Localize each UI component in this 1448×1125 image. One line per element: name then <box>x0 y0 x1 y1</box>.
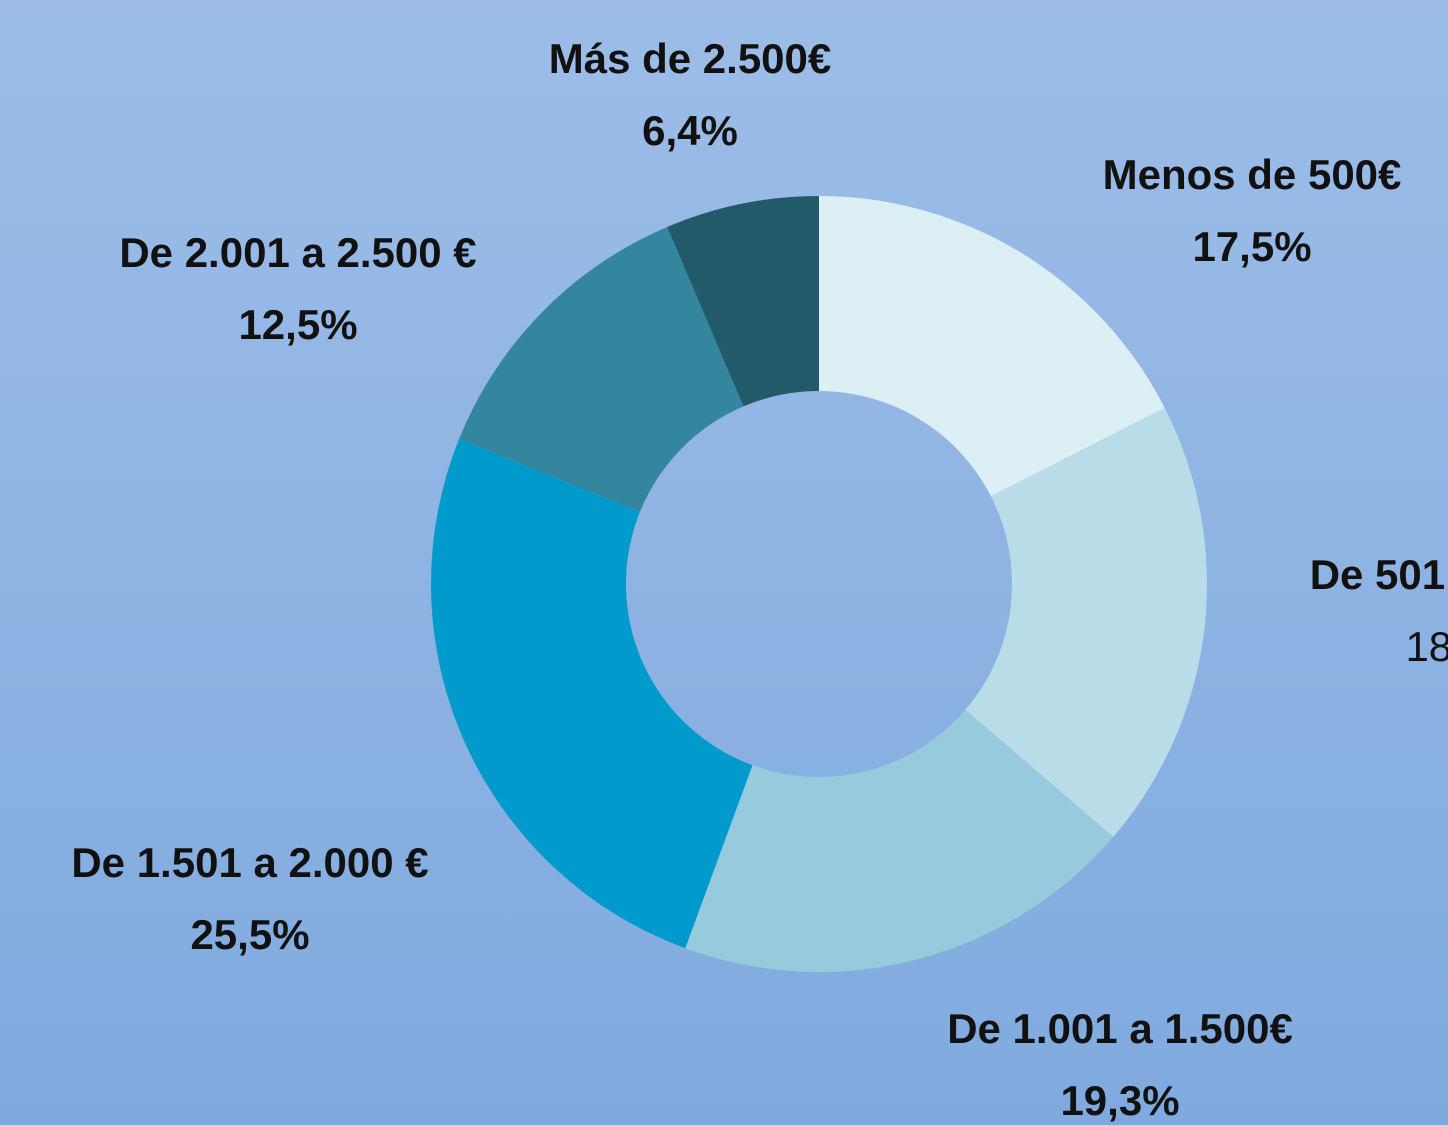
value-label: 18,8% <box>1405 623 1448 670</box>
donut-slice <box>667 196 819 407</box>
category-label: De 501 a 1.000€ <box>1310 551 1448 598</box>
donut-slice <box>685 709 1114 972</box>
donut-slice <box>819 196 1165 497</box>
category-label: Menos de 500€ <box>1103 151 1402 198</box>
value-label: 25,5% <box>190 911 309 958</box>
value-label: 17,5% <box>1192 223 1311 270</box>
donut-slice <box>431 438 753 949</box>
value-label: 6,4% <box>642 107 738 154</box>
category-label: De 1.001 a 1.500€ <box>947 1005 1293 1052</box>
value-label: 19,3% <box>1060 1077 1179 1124</box>
category-label: De 1.501 a 2.000 € <box>71 839 428 886</box>
value-label: 12,5% <box>238 301 357 348</box>
donut-slice <box>965 407 1207 837</box>
category-label: Más de 2.500€ <box>549 35 832 82</box>
category-label: De 2.001 a 2.500 € <box>119 229 476 276</box>
donut-slice <box>459 226 744 512</box>
